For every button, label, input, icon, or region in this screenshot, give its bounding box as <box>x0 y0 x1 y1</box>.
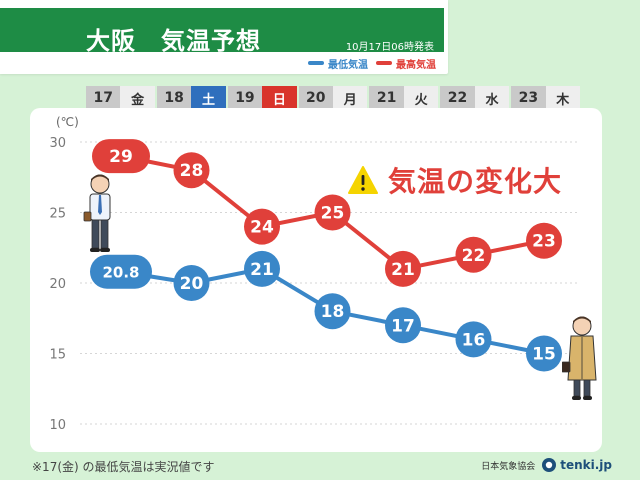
data-point: 21 <box>244 250 280 287</box>
data-marker <box>173 152 210 189</box>
day-cell: 22 水 <box>440 86 510 110</box>
day-cell: 18 土 <box>156 86 226 110</box>
day-number: 18 <box>156 86 192 110</box>
y-axis-unit: (℃) <box>56 115 79 129</box>
y-tick-label: 10 <box>49 418 66 433</box>
data-point: 21 <box>385 250 421 287</box>
footnote: ※17(金) の最低気温は実況値です <box>32 460 215 474</box>
day-number: 17 <box>86 86 121 110</box>
data-label: 18 <box>321 302 345 322</box>
legend-label-max: 最高気温 <box>396 59 436 71</box>
day-number: 19 <box>227 86 263 110</box>
sun-logo-icon <box>542 458 557 472</box>
data-point: 15 <box>526 335 562 372</box>
data-label: 23 <box>532 232 556 252</box>
data-label: 16 <box>462 330 486 350</box>
data-marker <box>455 321 492 358</box>
data-marker <box>314 293 351 330</box>
day-weekday: 金 <box>120 86 155 110</box>
title-band: 大阪 気温予想 10月17日06時発表 <box>0 8 444 55</box>
credit: 日本気象協会 tenki.jp <box>481 456 612 474</box>
data-marker <box>455 236 492 273</box>
day-number: 20 <box>298 86 334 110</box>
warning-icon <box>348 166 378 194</box>
data-point: 24 <box>244 208 280 245</box>
day-weekday: 水 <box>474 86 510 110</box>
data-marker <box>90 254 152 289</box>
day-weekday: 火 <box>403 86 439 110</box>
data-marker <box>385 250 421 287</box>
legend-swatch-min <box>308 61 324 65</box>
data-label: 25 <box>321 204 345 224</box>
data-point: 28 <box>173 152 210 189</box>
data-label: 24 <box>250 218 274 238</box>
data-marker <box>526 222 562 259</box>
day-number: 22 <box>440 86 475 110</box>
data-label: 15 <box>532 345 556 365</box>
y-tick-label: 25 <box>49 207 66 222</box>
data-label: 22 <box>462 246 486 266</box>
day-number: 23 <box>511 86 546 110</box>
data-label: 20 <box>180 274 204 294</box>
data-marker <box>244 250 280 287</box>
person-coat-illustration <box>562 316 597 400</box>
legend-item-min: 最低気温 <box>308 56 368 71</box>
day-weekday: 土 <box>191 86 226 110</box>
data-point: 23 <box>526 222 562 259</box>
day-weekday: 月 <box>333 86 368 110</box>
header-card: 大阪 気温予想 10月17日06時発表 最低気温 最高気温 <box>0 0 448 74</box>
data-label: 21 <box>250 260 274 280</box>
data-marker <box>314 194 351 231</box>
legend-item-max: 最高気温 <box>376 56 436 71</box>
y-tick-label: 20 <box>49 277 66 292</box>
temperature-chart: (℃) 30 25 20 15 10 29 28 24 25 21 22 23 20.8 20 21 18 1… <box>49 115 580 433</box>
data-marker <box>92 139 150 174</box>
y-tick-label: 30 <box>49 136 66 151</box>
alert-banner: 気温の変化大 <box>348 163 563 198</box>
data-label: 20.8 <box>102 264 139 282</box>
chart-panel: (℃) 30 25 20 15 10 29 28 24 25 21 22 23 20.8 20 21 18 1… <box>30 108 602 452</box>
day-cell: 21 火 <box>369 86 439 110</box>
person-shirt-illustration <box>83 174 111 252</box>
data-label: 17 <box>391 316 415 336</box>
data-label: 28 <box>180 161 204 181</box>
data-marker <box>385 307 421 344</box>
data-point: 20.8 <box>90 254 152 289</box>
day-strip: 17 金 18 土 19 日 20 月 21 火 22 水 23 木 <box>86 86 581 110</box>
day-cell: 19 日 <box>227 86 297 110</box>
credit-org: 日本気象協会 <box>481 461 536 472</box>
credit-site: tenki.jp <box>560 458 612 472</box>
data-point: 16 <box>455 321 492 358</box>
data-marker <box>526 335 562 372</box>
day-cell: 17 金 <box>86 86 155 110</box>
data-point: 17 <box>385 307 421 344</box>
tenki-logo[interactable]: tenki.jp <box>541 457 612 473</box>
data-point: 29 <box>92 139 150 174</box>
data-label: 29 <box>109 147 133 167</box>
alert-text: 気温の変化大 <box>388 165 563 198</box>
data-marker <box>244 208 280 245</box>
data-marker <box>173 265 210 301</box>
data-label: 21 <box>391 260 415 280</box>
page-title: 大阪 気温予想 <box>86 27 261 55</box>
issue-date: 10月17日06時発表 <box>345 42 434 53</box>
day-weekday: 日 <box>262 86 297 110</box>
data-point: 18 <box>314 293 351 330</box>
day-cell: 23 木 <box>511 86 581 110</box>
day-weekday: 木 <box>545 86 581 110</box>
day-number: 21 <box>369 86 404 110</box>
day-cell: 20 月 <box>298 86 368 110</box>
data-point: 22 <box>455 236 492 273</box>
legend: 最低気温 最高気温 <box>308 56 436 71</box>
y-tick-label: 15 <box>49 348 66 363</box>
data-point: 20 <box>173 265 210 301</box>
legend-swatch-max <box>376 61 392 65</box>
legend-label-min: 最低気温 <box>328 59 368 71</box>
data-point: 25 <box>314 194 351 231</box>
